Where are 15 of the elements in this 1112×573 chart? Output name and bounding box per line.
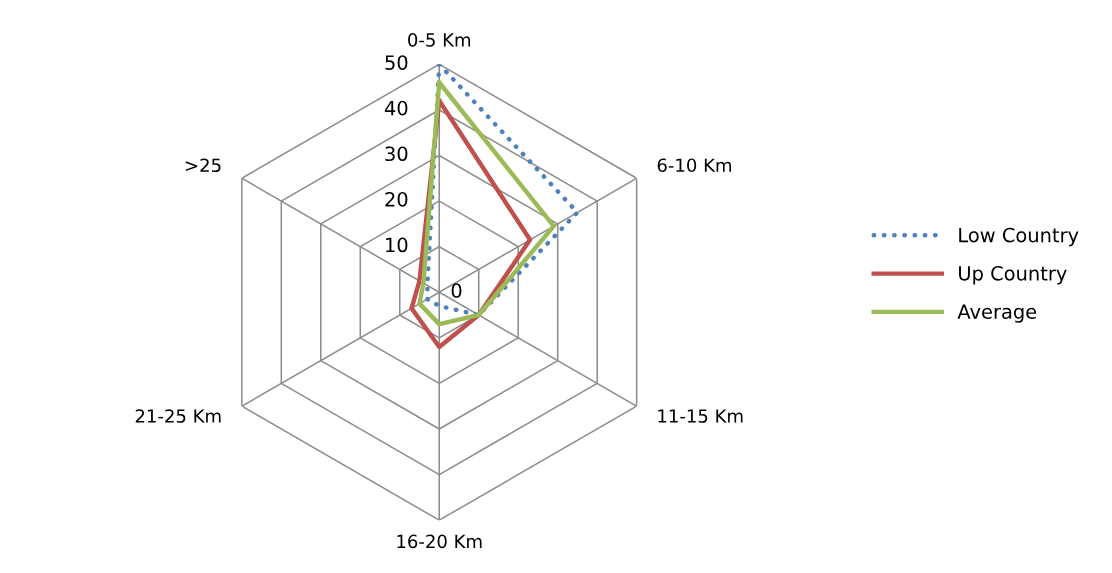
spoke-label: 11-15 Km bbox=[658, 409, 743, 423]
spoke-label: 16-20 Km bbox=[397, 534, 482, 549]
spoke-label: 21-25 Km bbox=[135, 409, 221, 423]
spoke-label: 0-5 Km bbox=[408, 33, 471, 47]
spoke-label: 6-10 Km bbox=[657, 158, 732, 173]
y-tick-label: 50 bbox=[385, 55, 408, 70]
legend-label: Low Country bbox=[959, 227, 1079, 247]
legend-label: Average bbox=[957, 304, 1037, 323]
legend-label: Up Country bbox=[959, 265, 1067, 285]
y-tick-label: 0 bbox=[451, 283, 462, 298]
y-tick-label: 30 bbox=[385, 146, 408, 162]
y-tick-label: 10 bbox=[386, 237, 408, 253]
y-tick-label: 20 bbox=[385, 191, 408, 207]
y-tick-label: 40 bbox=[384, 100, 408, 116]
spoke-label: >25 bbox=[185, 158, 221, 173]
